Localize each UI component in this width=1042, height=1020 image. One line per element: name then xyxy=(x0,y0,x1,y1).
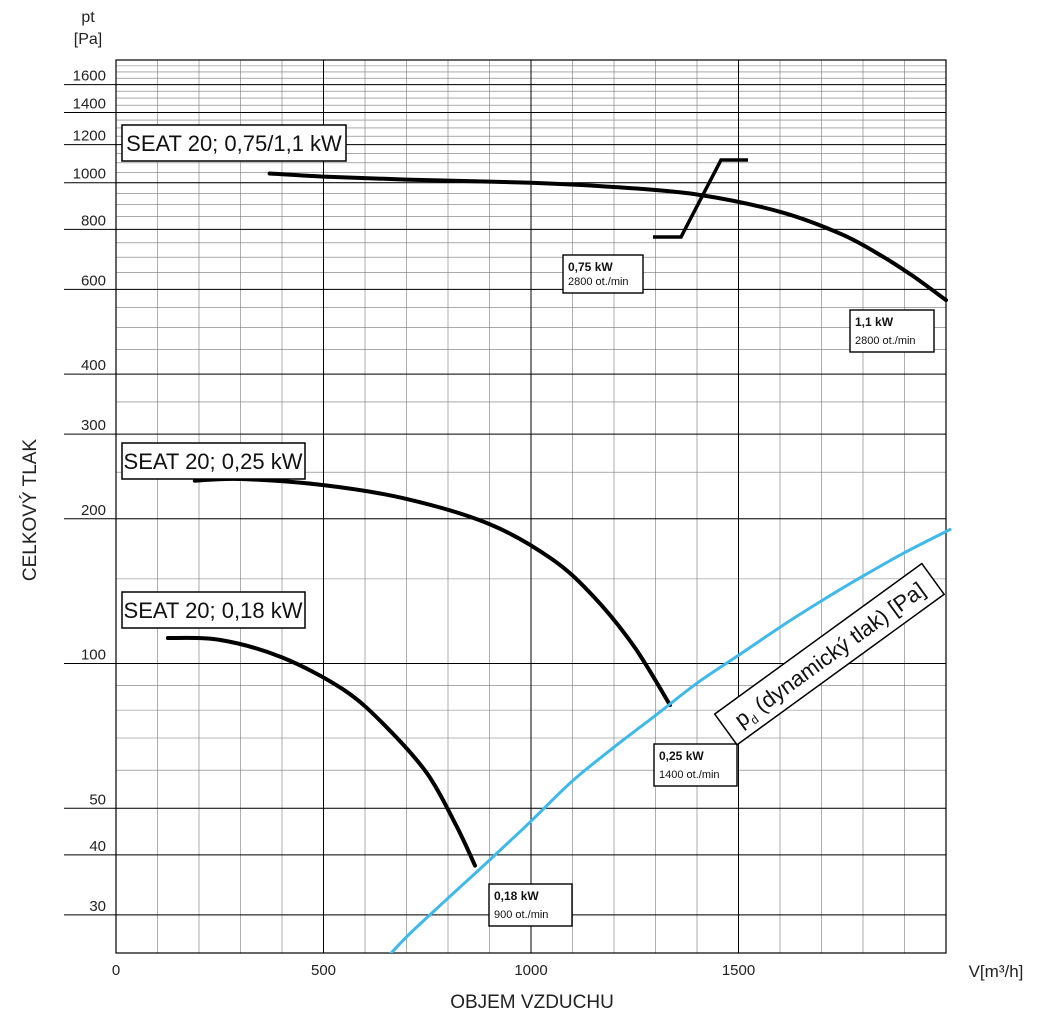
x-tick-label: 1000 xyxy=(514,962,547,979)
y-tick-label: 200 xyxy=(81,502,106,519)
y-unit-label-top: pt xyxy=(81,9,95,26)
label-box-mid: SEAT 20; 0,25 kW xyxy=(121,442,306,480)
y-tick-label: 1000 xyxy=(73,166,106,183)
y-tick-label: 100 xyxy=(81,647,106,664)
y-tick-label: 1400 xyxy=(73,95,106,112)
x-axis-title: OBJEM VZDUCHU xyxy=(450,992,614,1013)
y-tick-label: 1600 xyxy=(73,68,106,85)
motor-switch-marker xyxy=(653,158,748,239)
x-tick-label: 500 xyxy=(311,962,336,979)
label-high-text: SEAT 20; 0,75/1,1 kW xyxy=(126,131,342,156)
y-tick-label: 600 xyxy=(81,272,106,289)
y-tick-label: 30 xyxy=(89,898,106,915)
label-low-text: SEAT 20; 0,18 kW xyxy=(124,598,303,623)
grid-major: 0 500 1000 1500 30 40 50 100 200 300 400 600 800 1000… xyxy=(64,60,946,979)
series-low-curve xyxy=(165,635,477,868)
label-mid-text: SEAT 20; 0,25 kW xyxy=(124,449,303,474)
series-pd-curve xyxy=(389,528,952,953)
svg-text:pd (dynamický tlak) [Pa]: pd (dynamický tlak) [Pa] xyxy=(730,577,932,734)
label-box-high: SEAT 20; 0,75/1,1 kW xyxy=(121,124,347,162)
motor-speed-label: 2800 ot./min xyxy=(568,276,629,288)
motor-marker-box: 1,1 kW 2800 ot./min xyxy=(849,309,935,353)
y-tick-label: 300 xyxy=(81,417,106,434)
motor-marker-box: 0,18 kW 900 ot./min xyxy=(488,883,573,927)
motor-power-label: 1,1 kW xyxy=(855,315,894,329)
x-tick-label: 1500 xyxy=(722,962,755,979)
motor-marker-box: 0,75 kW 2800 ot./min xyxy=(562,254,644,294)
y-tick-label: 40 xyxy=(89,838,106,855)
y-tick-label: 1200 xyxy=(73,128,106,145)
motor-speed-label: 1400 ot./min xyxy=(659,769,720,781)
label-box-low: SEAT 20; 0,18 kW xyxy=(121,591,306,629)
x-tick-label: 0 xyxy=(112,962,120,979)
motor-speed-label: 900 ot./min xyxy=(494,909,548,921)
series-high-curve xyxy=(267,171,948,303)
y-unit-label-bottom: [Pa] xyxy=(74,31,102,48)
y-tick-label: 400 xyxy=(81,357,106,374)
y-tick-label: 50 xyxy=(89,791,106,808)
x-unit-label: V[m³/h] xyxy=(969,962,1024,981)
series-layer xyxy=(165,158,952,953)
motor-speed-label: 2800 ot./min xyxy=(855,335,916,347)
y-tick-label: 800 xyxy=(81,212,106,229)
label-box-pd: pd (dynamický tlak) [Pa] xyxy=(713,562,946,746)
series-mid-curve xyxy=(192,476,672,707)
motor-power-label: 0,18 kW xyxy=(494,889,539,903)
plot-frame xyxy=(115,59,947,954)
motor-power-label: 0,25 kW xyxy=(659,749,704,763)
motor-marker-box: 0,25 kW 1400 ot./min xyxy=(653,743,738,787)
pd-label-rest: (dynamický tlak) [Pa] xyxy=(745,577,930,721)
motor-power-label: 0,75 kW xyxy=(568,260,613,274)
motor-marker-layer: 0,75 kW 2800 ot./min 1,1 kW 2800 ot./min 0,2… xyxy=(488,254,935,927)
y-axis-title: CELKOVÝ TLAK xyxy=(20,439,41,582)
